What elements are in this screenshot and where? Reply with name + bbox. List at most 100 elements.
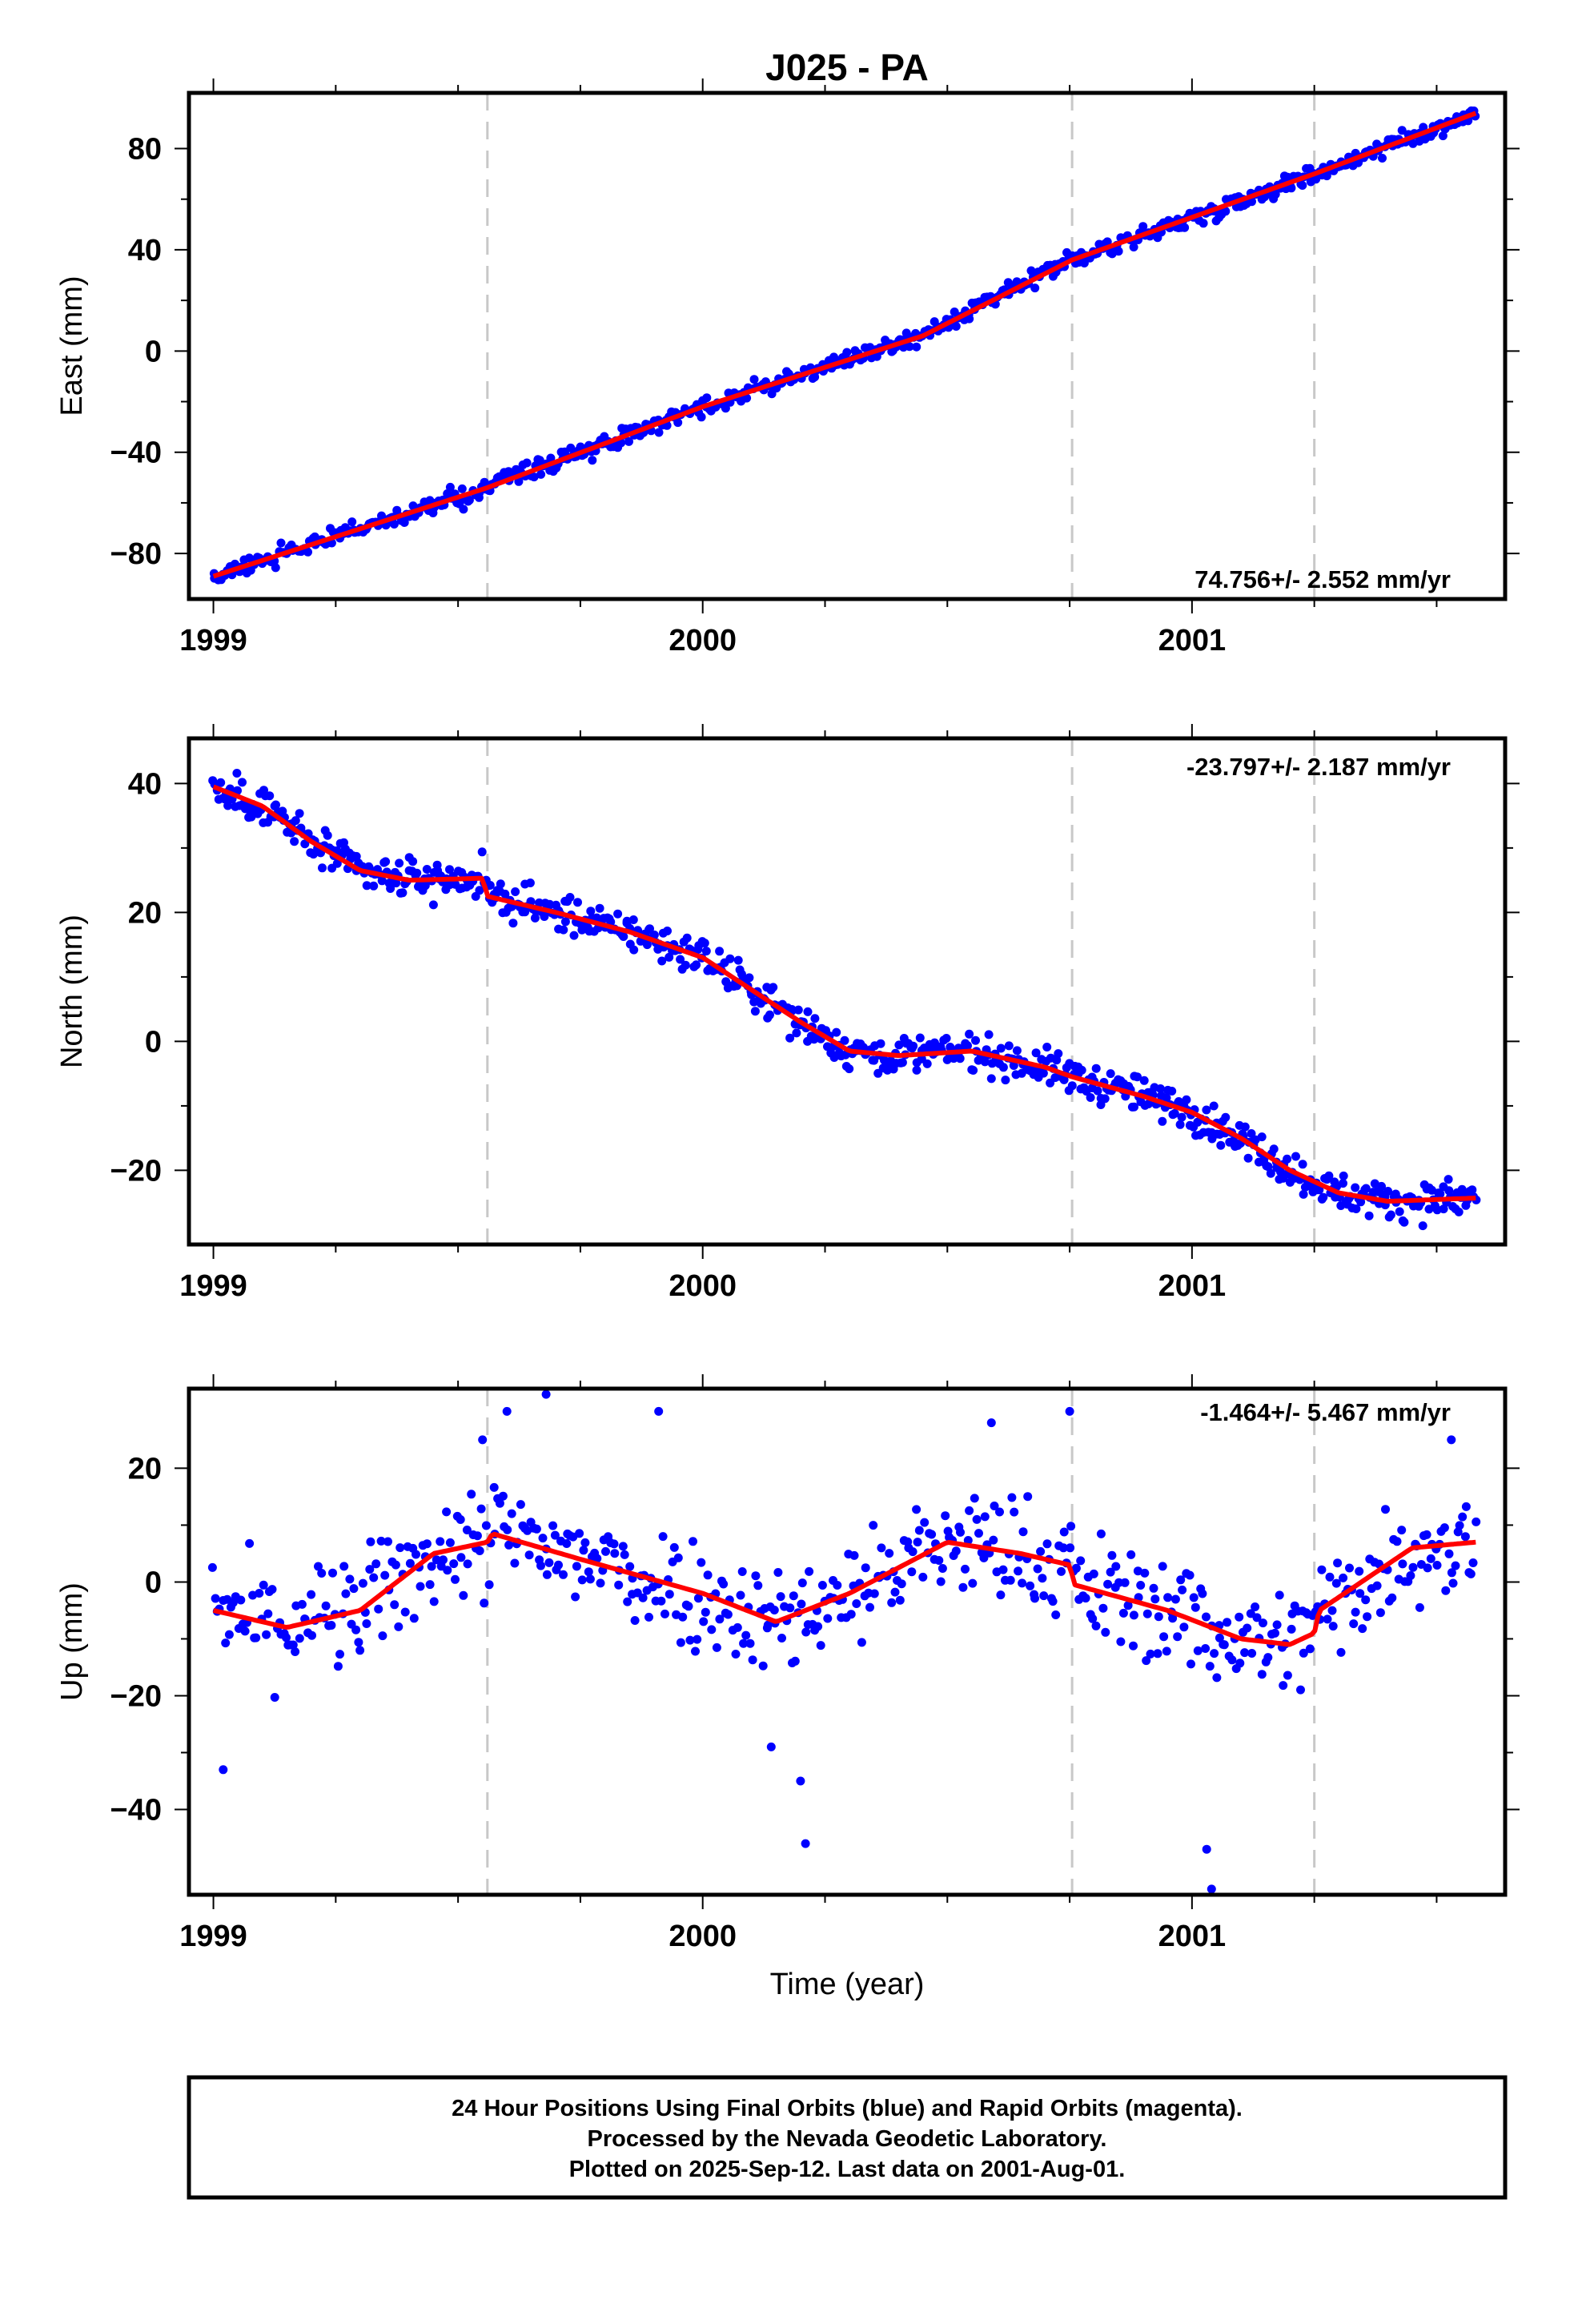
data-point bbox=[365, 1565, 375, 1574]
data-point bbox=[1182, 1095, 1191, 1104]
data-point bbox=[701, 1607, 710, 1617]
data-point bbox=[580, 1538, 590, 1547]
data-point bbox=[972, 1514, 982, 1524]
data-point bbox=[1377, 1181, 1386, 1191]
data-point bbox=[628, 915, 638, 924]
data-point bbox=[803, 1007, 813, 1016]
data-point bbox=[1356, 1197, 1366, 1207]
data-point bbox=[700, 939, 709, 948]
data-point bbox=[265, 791, 275, 801]
data-point bbox=[996, 1043, 1006, 1053]
data-point bbox=[790, 1656, 800, 1666]
data-point bbox=[507, 1509, 516, 1518]
data-point bbox=[887, 1598, 897, 1607]
data-point bbox=[736, 1590, 745, 1600]
data-point bbox=[1066, 1522, 1076, 1531]
data-point bbox=[1111, 1562, 1121, 1571]
data-point bbox=[1126, 1550, 1136, 1559]
data-point bbox=[1077, 1065, 1086, 1075]
data-point bbox=[544, 1558, 554, 1567]
data-point bbox=[546, 453, 556, 463]
data-point bbox=[529, 472, 539, 482]
data-point bbox=[476, 1504, 486, 1514]
data-point bbox=[1010, 1507, 1019, 1517]
data-point bbox=[1007, 1493, 1017, 1502]
data-point bbox=[676, 955, 685, 964]
data-point bbox=[610, 1549, 620, 1558]
data-point bbox=[1317, 1565, 1327, 1574]
data-point bbox=[963, 1041, 972, 1051]
data-point bbox=[758, 1661, 768, 1671]
data-point bbox=[865, 1602, 874, 1612]
data-point bbox=[869, 1055, 879, 1065]
data-point bbox=[1251, 1602, 1260, 1611]
data-point bbox=[1331, 1578, 1341, 1588]
data-point bbox=[1058, 1543, 1068, 1553]
data-point bbox=[1397, 1526, 1407, 1535]
data-point bbox=[391, 1560, 400, 1570]
x-tick-label: 2001 bbox=[1158, 624, 1227, 657]
data-point bbox=[380, 1570, 390, 1580]
data-point bbox=[624, 436, 633, 446]
data-point bbox=[500, 889, 510, 899]
data-point bbox=[817, 1581, 827, 1590]
data-point bbox=[965, 1029, 974, 1039]
data-point bbox=[1327, 1606, 1337, 1615]
data-point bbox=[1408, 1562, 1418, 1572]
data-point bbox=[1100, 1094, 1110, 1104]
data-point bbox=[1088, 1614, 1098, 1623]
data-point bbox=[339, 1562, 349, 1571]
data-point bbox=[934, 1556, 944, 1565]
data-point bbox=[974, 1529, 983, 1538]
data-point bbox=[291, 1647, 300, 1656]
data-point bbox=[276, 538, 286, 548]
data-point bbox=[725, 954, 735, 963]
data-point bbox=[622, 916, 632, 926]
data-point bbox=[895, 1595, 905, 1605]
data-point bbox=[965, 1506, 974, 1515]
data-point bbox=[376, 1536, 386, 1546]
data-point bbox=[1205, 1662, 1215, 1671]
data-point bbox=[1036, 1546, 1046, 1556]
data-point bbox=[572, 1562, 581, 1571]
data-point bbox=[1299, 1189, 1308, 1199]
data-point bbox=[271, 800, 280, 810]
data-point bbox=[1395, 1207, 1404, 1216]
data-point bbox=[663, 927, 672, 935]
data-point bbox=[586, 907, 596, 916]
data-point bbox=[849, 1550, 859, 1560]
up-panel-frame bbox=[187, 1386, 1508, 1897]
data-point bbox=[532, 1524, 541, 1534]
data-point bbox=[750, 1007, 760, 1016]
data-point bbox=[1339, 1179, 1347, 1188]
footer-box: 24 Hour Positions Using Final Orbits (bl… bbox=[187, 2075, 1508, 2200]
data-point bbox=[692, 960, 701, 970]
data-point bbox=[245, 1538, 255, 1548]
data-point bbox=[1333, 1558, 1343, 1568]
data-point bbox=[391, 879, 401, 888]
data-point bbox=[1051, 1610, 1061, 1619]
y-tick-label: 20 bbox=[128, 1452, 162, 1486]
data-point bbox=[396, 1543, 405, 1553]
data-point bbox=[1291, 1152, 1300, 1161]
data-point bbox=[1023, 1492, 1033, 1502]
data-point bbox=[785, 1603, 795, 1613]
data-point bbox=[449, 1559, 459, 1569]
data-point bbox=[1361, 1595, 1371, 1605]
data-point bbox=[1426, 1554, 1435, 1563]
y-tick-label: 20 bbox=[128, 896, 162, 930]
data-point bbox=[984, 1030, 994, 1039]
data-point bbox=[1149, 1583, 1158, 1593]
data-point bbox=[769, 1606, 779, 1614]
data-point bbox=[620, 1550, 629, 1559]
data-point bbox=[445, 482, 455, 492]
x-tick-label: 2000 bbox=[669, 624, 737, 657]
data-point bbox=[785, 1033, 795, 1043]
north-panel: 1999 2000 2001 40 20 0 −20 North (mm) -23.797… bbox=[55, 724, 1520, 1303]
y-tick-label: −20 bbox=[110, 1154, 162, 1188]
data-point bbox=[374, 1604, 383, 1614]
data-point bbox=[1193, 1646, 1203, 1655]
data-point bbox=[1397, 126, 1407, 135]
data-point bbox=[942, 1034, 951, 1043]
data-point bbox=[422, 1539, 432, 1549]
